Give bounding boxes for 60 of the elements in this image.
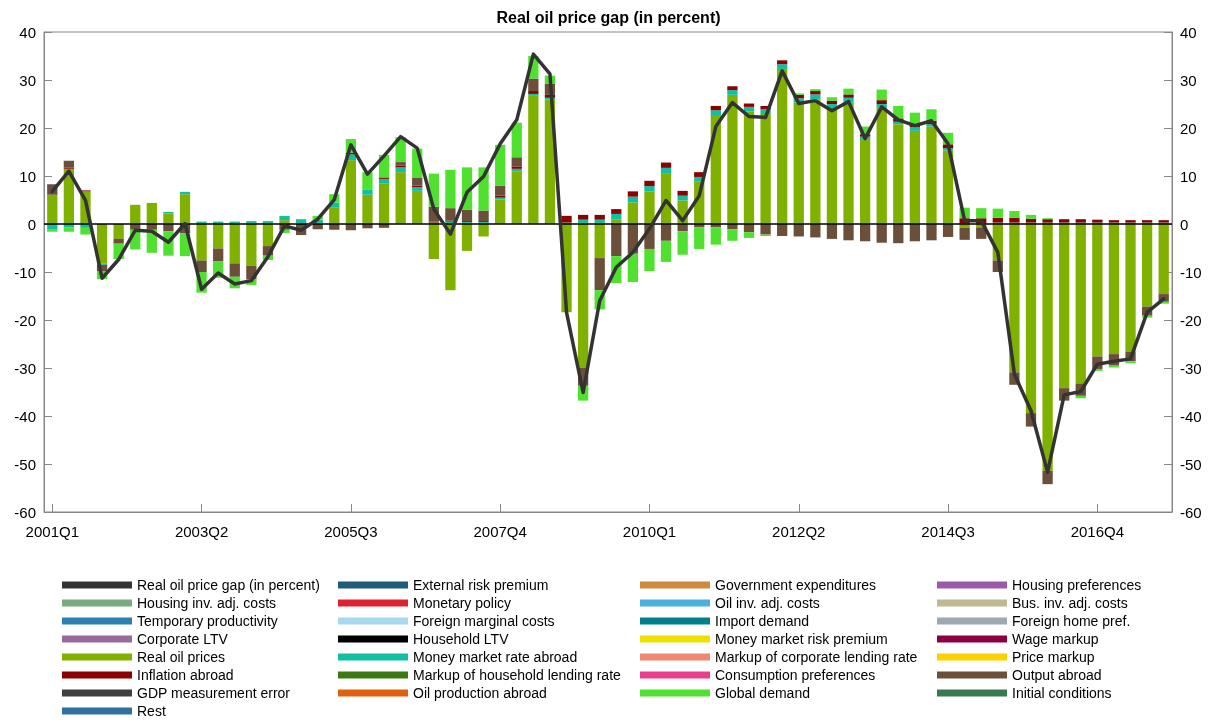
y-tick-label: -40 [14,407,36,425]
y-tick-label: -20 [14,311,36,329]
legend-label: Money market rate abroad [413,649,578,665]
y2-tick-label: 40 [1180,23,1197,41]
legend-label: Output abroad [1012,667,1102,683]
x-tick-label: 2012Q2 [772,523,826,540]
legend-label: Real oil price gap (in percent) [137,577,320,593]
legend-label: Markup of corporate lending rate [715,649,918,665]
chart-title: Real oil price gap (in percent) [496,8,721,26]
legend-label: Oil inv. adj. costs [715,595,820,611]
legend-label: External risk premium [413,577,549,593]
y2-tick-label: 0 [1180,215,1189,233]
legend-label: Foreign home pref. [1012,613,1131,629]
y-tick-label: -10 [14,263,36,281]
legend-label: Temporary productivity [137,613,278,629]
y-tick-label: -30 [14,359,36,377]
legend-label: Housing inv. adj. costs [137,595,277,611]
legend-label: GDP measurement error [137,685,291,701]
legend-label: Global demand [715,685,810,701]
legend-label: Money market risk premium [715,631,888,647]
legend-label: Household LTV [413,631,510,647]
y2-tick-label: -10 [1180,263,1202,281]
legend-label: Rest [137,703,166,719]
y-tick-label: 40 [19,23,36,41]
x-tick-label: 2001Q1 [25,523,79,540]
x-tick-label: 2016Q4 [1070,523,1125,540]
x-tick-label: 2005Q3 [324,523,378,540]
y2-tick-label: -30 [1180,359,1202,377]
y-tick-label: -50 [14,455,36,473]
legend-label: Real oil prices [137,649,225,665]
x-tick-label: 2010Q1 [622,523,677,540]
legend-label: Markup of household lending rate [413,667,622,683]
legend-label: Initial conditions [1012,685,1112,701]
y2-tick-label: -40 [1180,407,1202,425]
legend-label: Monetary policy [413,595,512,611]
y2-tick-label: 30 [1180,71,1197,89]
x-tick-label: 2003Q2 [174,523,229,540]
legend-label: Wage markup [1012,631,1099,647]
y-tick-label: 20 [19,119,36,137]
legend-label: Foreign marginal costs [413,613,555,629]
x-tick-label: 2007Q4 [473,523,527,540]
y2-tick-label: -60 [1180,503,1202,521]
legend-label: Import demand [715,613,810,629]
legend-label: Bus. inv. adj. costs [1012,595,1128,611]
y2-tick-label: -50 [1180,455,1202,473]
y-tick-label: 10 [19,167,36,185]
legend-label: Oil production abroad [413,685,547,701]
legend-label: Inflation abroad [137,667,234,683]
x-tick-label: 2014Q3 [921,523,975,540]
legend-label: Government expenditures [715,577,877,593]
legend-label: Housing preferences [1012,577,1142,593]
y-tick-label: 0 [27,215,36,233]
y-tick-label: -60 [14,503,36,521]
y2-tick-label: 20 [1180,119,1197,137]
legend-label: Consumption preferences [715,667,876,683]
y-tick-label: 30 [19,71,36,89]
legend-label: Price markup [1012,649,1095,665]
legend-label: Corporate LTV [137,631,229,647]
y2-tick-label: -20 [1180,311,1202,329]
y2-tick-label: 10 [1180,167,1197,185]
